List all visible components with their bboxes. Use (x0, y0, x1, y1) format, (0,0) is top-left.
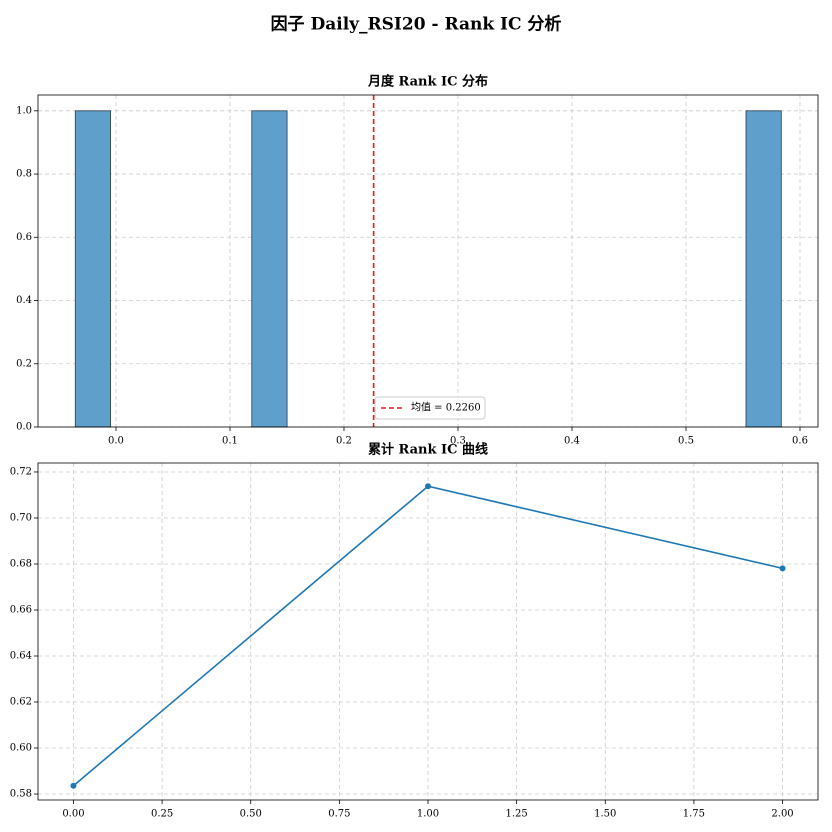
axes-frame (37, 462, 819, 801)
y-tick-label: 0.8 (16, 169, 32, 180)
y-tick-label: 0.66 (10, 604, 32, 615)
figure-title: 因子 Daily_RSI20 - Rank IC 分析 (271, 14, 562, 35)
legend-box (374, 396, 486, 420)
marker (779, 565, 786, 572)
x-tick-label: 1.00 (417, 809, 439, 820)
marker (70, 782, 77, 789)
x-tick-label: 0.3 (450, 436, 466, 447)
x-tick-label: 1.25 (506, 809, 528, 820)
x-tick-label: 1.50 (594, 809, 616, 820)
x-tick-label: 0.4 (564, 436, 580, 447)
x-tick-label: 0.5 (678, 436, 694, 447)
axes-frame (37, 94, 819, 428)
x-tick-label: 0.0 (108, 436, 124, 447)
y-tick-label: 0.64 (10, 650, 32, 661)
bar (745, 110, 782, 428)
x-tick-label: 0.6 (792, 436, 808, 447)
marker (425, 483, 431, 490)
y-tick-label: 0.70 (10, 512, 32, 523)
subplot-title: 累计 Rank IC 曲线 (368, 442, 488, 458)
y-tick-label: 0.6 (16, 232, 32, 243)
x-tick-label: 0.2 (336, 436, 352, 447)
y-tick-label: 0.60 (10, 743, 32, 754)
y-tick-label: 0.72 (10, 466, 32, 477)
y-tick-label: 0.58 (10, 789, 32, 800)
legend-label: 均值 = 0.2260 (411, 401, 481, 414)
y-tick-label: 0.68 (10, 558, 32, 569)
x-tick-label: 0.1 (222, 436, 238, 447)
x-tick-label: 0.25 (151, 809, 173, 820)
y-tick-label: 0.4 (16, 295, 32, 306)
x-tick-label: 2.00 (771, 809, 793, 820)
x-tick-label: 0.75 (328, 809, 350, 820)
x-tick-label: 1.75 (683, 809, 705, 820)
x-tick-label: 0.50 (240, 809, 262, 820)
y-tick-label: 0.0 (16, 422, 32, 433)
x-tick-label: 0.00 (62, 809, 84, 820)
y-tick-label: 0.2 (16, 358, 32, 369)
bar (74, 110, 111, 428)
y-tick-label: 1.0 (16, 105, 32, 116)
subplot-title: 月度 Rank IC 分布 (367, 74, 488, 90)
bar (251, 110, 288, 428)
y-tick-label: 0.62 (10, 697, 32, 708)
